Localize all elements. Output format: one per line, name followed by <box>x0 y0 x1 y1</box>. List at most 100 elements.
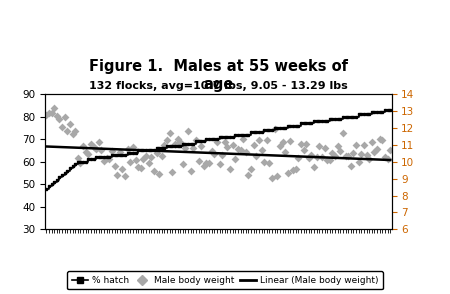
Point <box>271 126 278 131</box>
Point <box>184 129 192 133</box>
Point <box>261 160 268 164</box>
Point <box>342 153 349 158</box>
Point <box>206 161 213 165</box>
Point <box>211 152 218 157</box>
Point <box>179 162 186 167</box>
Point <box>208 149 215 153</box>
Point <box>371 150 378 154</box>
Point <box>345 153 352 158</box>
Point <box>221 140 229 144</box>
Point <box>132 157 139 162</box>
Point <box>82 149 89 154</box>
Point <box>87 142 94 146</box>
Point <box>169 169 176 174</box>
Point <box>308 153 315 158</box>
Point <box>98 148 105 152</box>
Point <box>143 154 150 159</box>
Point <box>50 106 58 111</box>
Point <box>384 157 391 162</box>
Point <box>237 147 244 152</box>
Legend: % hatch, Male body weight, Linear (Male body weight): % hatch, Male body weight, Linear (Male … <box>68 271 382 290</box>
Point <box>192 138 199 142</box>
Point <box>239 136 247 141</box>
Point <box>135 164 142 169</box>
Point <box>119 167 126 171</box>
Title: Figure 1.  Males at 55 weeks of
age: Figure 1. Males at 55 weeks of age <box>89 59 348 91</box>
Point <box>145 161 152 165</box>
Point <box>53 114 60 118</box>
Point <box>355 160 362 164</box>
Point <box>363 152 370 157</box>
Point <box>255 137 262 142</box>
Point <box>234 146 242 151</box>
Point <box>187 169 194 173</box>
Point <box>74 156 81 160</box>
Point <box>279 140 286 144</box>
Point <box>282 149 289 154</box>
Point <box>200 163 207 168</box>
Point <box>124 146 131 151</box>
Text: 132 flocks, avg=10.7 lbs, 9.05 - 13.29 lbs: 132 flocks, avg=10.7 lbs, 9.05 - 13.29 l… <box>89 81 347 91</box>
Point <box>111 164 118 168</box>
Point <box>171 142 179 147</box>
Point <box>216 162 223 167</box>
Point <box>310 164 318 169</box>
Point <box>48 110 55 115</box>
Point <box>148 154 155 159</box>
Point <box>318 154 325 159</box>
Point <box>229 143 236 148</box>
Point <box>253 154 260 159</box>
Point <box>90 145 97 150</box>
Point <box>242 150 249 154</box>
Point <box>284 171 292 176</box>
Point <box>153 151 160 156</box>
Point <box>176 139 184 144</box>
Point <box>56 117 63 122</box>
Point <box>321 145 328 150</box>
Point <box>43 113 50 118</box>
Point <box>100 158 108 163</box>
Point <box>174 137 181 141</box>
Point <box>292 167 299 171</box>
Point <box>250 142 257 147</box>
Point <box>127 159 134 164</box>
Point <box>339 130 346 135</box>
Point <box>156 172 163 177</box>
Point <box>226 167 234 171</box>
Point <box>337 149 344 153</box>
Point <box>329 151 336 155</box>
Point <box>276 143 284 148</box>
Point <box>198 144 205 149</box>
Point <box>58 124 66 129</box>
Point <box>108 148 116 153</box>
Point <box>387 148 394 152</box>
Point <box>287 139 294 143</box>
Point <box>302 141 310 146</box>
Point <box>85 152 92 156</box>
Point <box>77 161 84 166</box>
Point <box>95 139 103 144</box>
Point <box>316 144 323 148</box>
Point <box>66 122 73 127</box>
Point <box>334 144 341 148</box>
Point <box>258 148 265 152</box>
Point <box>248 167 255 172</box>
Point <box>45 111 53 115</box>
Point <box>122 174 129 179</box>
Point <box>224 144 231 149</box>
Point <box>103 155 110 160</box>
Point <box>289 168 297 173</box>
Point <box>295 155 302 160</box>
Point <box>61 114 68 119</box>
Point <box>352 143 360 148</box>
Point <box>300 147 307 152</box>
Point <box>263 138 270 143</box>
Point <box>360 142 368 147</box>
Point <box>365 157 373 162</box>
Point <box>350 151 357 155</box>
Point <box>72 128 79 133</box>
Point <box>106 157 113 162</box>
Point <box>150 169 158 174</box>
Point <box>297 142 305 146</box>
Point <box>332 153 339 158</box>
